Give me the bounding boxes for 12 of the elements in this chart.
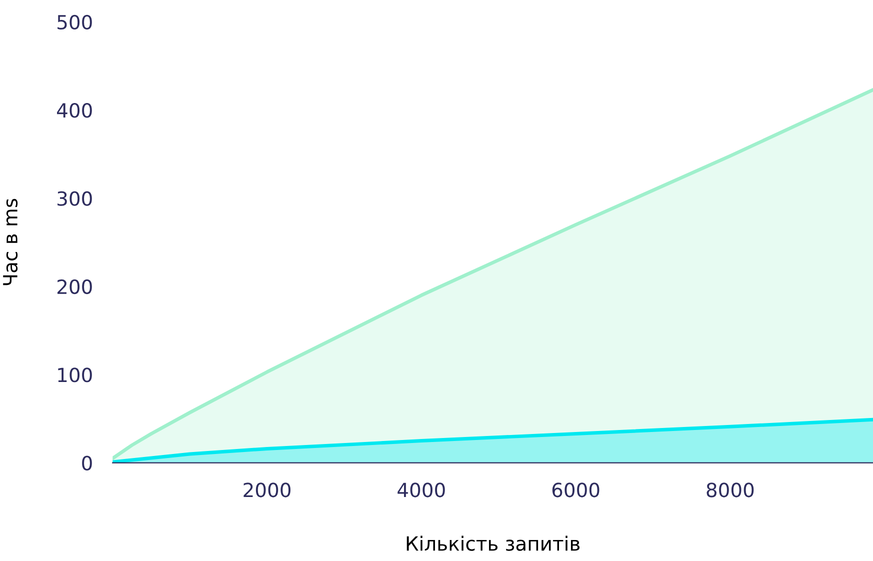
x-axis-title: Кількість запитів (406, 536, 580, 551)
y-tick-label: 400 (57, 103, 92, 118)
x-tick-label: 6000 (552, 482, 600, 498)
y-tick-label: 0 (82, 456, 92, 470)
y-tick-label: 200 (57, 279, 92, 294)
x-tick-label: 8000 (706, 482, 754, 498)
x-tick-label: 4000 (398, 482, 445, 498)
y-axis-title: Час в ms (3, 198, 18, 286)
x-tick-label: 2000 (244, 482, 290, 498)
y-tick-label: 300 (58, 191, 92, 206)
y-tick-label: 100 (58, 368, 92, 382)
y-tick-label: 500 (58, 14, 92, 30)
